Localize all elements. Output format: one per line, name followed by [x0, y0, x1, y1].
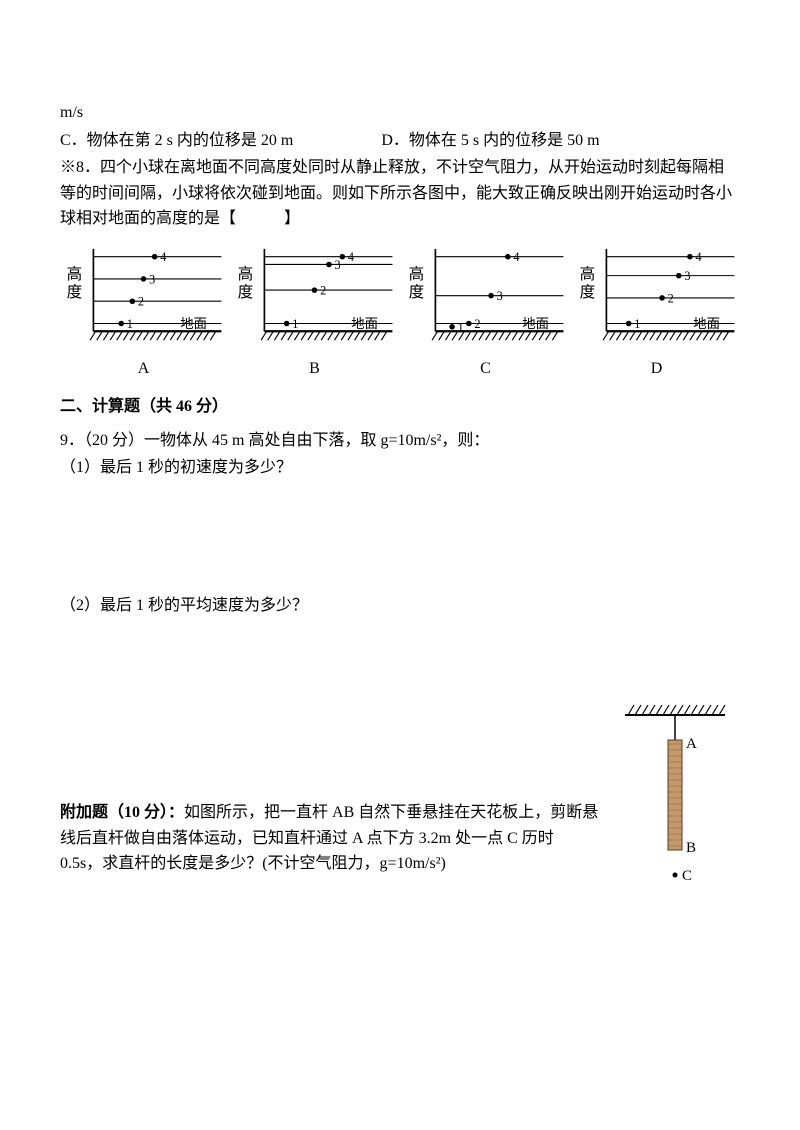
diagram-C-svg: 12 3 4 高度地面: [402, 240, 569, 346]
svg-text:2: 2: [138, 295, 144, 309]
svg-text:4: 4: [348, 250, 354, 264]
q7-optC: C．物体在第 2 s 内的位移是 20 m: [60, 132, 293, 149]
svg-text:4: 4: [160, 250, 166, 264]
svg-text:地面: 地面: [351, 316, 378, 331]
diagram-A-svg: 1234 高度地面: [60, 240, 227, 346]
q7-optD: D．物体在 5 s 内的位移是 50 m: [381, 132, 599, 149]
q9-stem: 9．（20 分）一物体从 45 m 高处自由下落，取 g=10m/s²，则：: [60, 428, 740, 454]
svg-text:高: 高: [580, 265, 596, 283]
diagram-D-label: D: [573, 356, 740, 382]
q8-text: 四个小球在离地面不同高度处同时从静止释放，不计空气阻力，从开始运动时刻起每隔相等…: [60, 159, 732, 227]
svg-text:度: 度: [409, 283, 425, 301]
svg-text:1: 1: [634, 317, 640, 331]
diagram-A-label: A: [60, 356, 227, 382]
diagram-B-svg: 1 234 高度地面: [231, 240, 398, 346]
diagram-D: 1 234 高度地面 D: [573, 240, 740, 382]
q7-unit: m/s: [60, 100, 740, 126]
q9-sub2: （2）最后 1 秒的平均速度为多少？: [60, 593, 740, 619]
svg-text:高: 高: [67, 265, 83, 283]
svg-text:C: C: [682, 868, 692, 884]
q9-sub1: （1）最后 1 秒的初速度为多少？: [60, 455, 740, 481]
diagram-A: 1234 高度地面 A: [60, 240, 227, 382]
rod-figure: A BC: [620, 700, 730, 900]
svg-text:度: 度: [238, 283, 254, 301]
svg-text:地面: 地面: [180, 316, 207, 331]
svg-text:2: 2: [320, 284, 326, 298]
svg-text:度: 度: [580, 283, 596, 301]
svg-text:3: 3: [335, 258, 341, 272]
bonus-label: 附加题（10 分）：: [60, 804, 184, 821]
svg-text:度: 度: [67, 283, 83, 301]
svg-text:A: A: [686, 736, 697, 752]
section2-title: 二、计算题（共 46 分）: [60, 394, 740, 420]
svg-text:1: 1: [127, 317, 133, 331]
diagram-C: 12 3 4 高度地面 C: [402, 240, 569, 382]
svg-text:B: B: [686, 840, 696, 856]
q8-prefix: ※8．: [60, 159, 100, 176]
svg-text:地面: 地面: [522, 316, 549, 331]
diagram-B: 1 234 高度地面 B: [231, 240, 398, 382]
svg-text:1: 1: [458, 320, 464, 334]
svg-text:高: 高: [238, 265, 254, 283]
svg-text:4: 4: [695, 250, 701, 264]
svg-text:高: 高: [409, 265, 425, 283]
svg-text:4: 4: [513, 250, 519, 264]
svg-text:2: 2: [668, 291, 674, 305]
svg-text:2: 2: [474, 317, 480, 331]
diagram-D-svg: 1 234 高度地面: [573, 240, 740, 346]
q7-options: C．物体在第 2 s 内的位移是 20 m D．物体在 5 s 内的位移是 50…: [60, 128, 740, 154]
rod-svg: A BC: [620, 700, 730, 900]
diagram-B-label: B: [231, 356, 398, 382]
svg-text:3: 3: [497, 289, 503, 303]
svg-text:3: 3: [149, 272, 155, 286]
svg-text:地面: 地面: [693, 316, 720, 331]
bonus: 附加题（10 分）：如图所示，把一直杆 AB 自然下垂悬挂在天花板上，剪断悬线后…: [60, 800, 600, 877]
q8-stem: ※8．四个小球在离地面不同高度处同时从静止释放，不计空气阻力，从开始运动时刻起每…: [60, 155, 740, 232]
svg-text:3: 3: [684, 269, 690, 283]
q8-diagrams: 1234高度地面 A 1234高度地面 B 1234高度地面 C 1234高度地…: [60, 240, 740, 382]
diagram-C-label: C: [402, 356, 569, 382]
svg-text:1: 1: [292, 317, 298, 331]
